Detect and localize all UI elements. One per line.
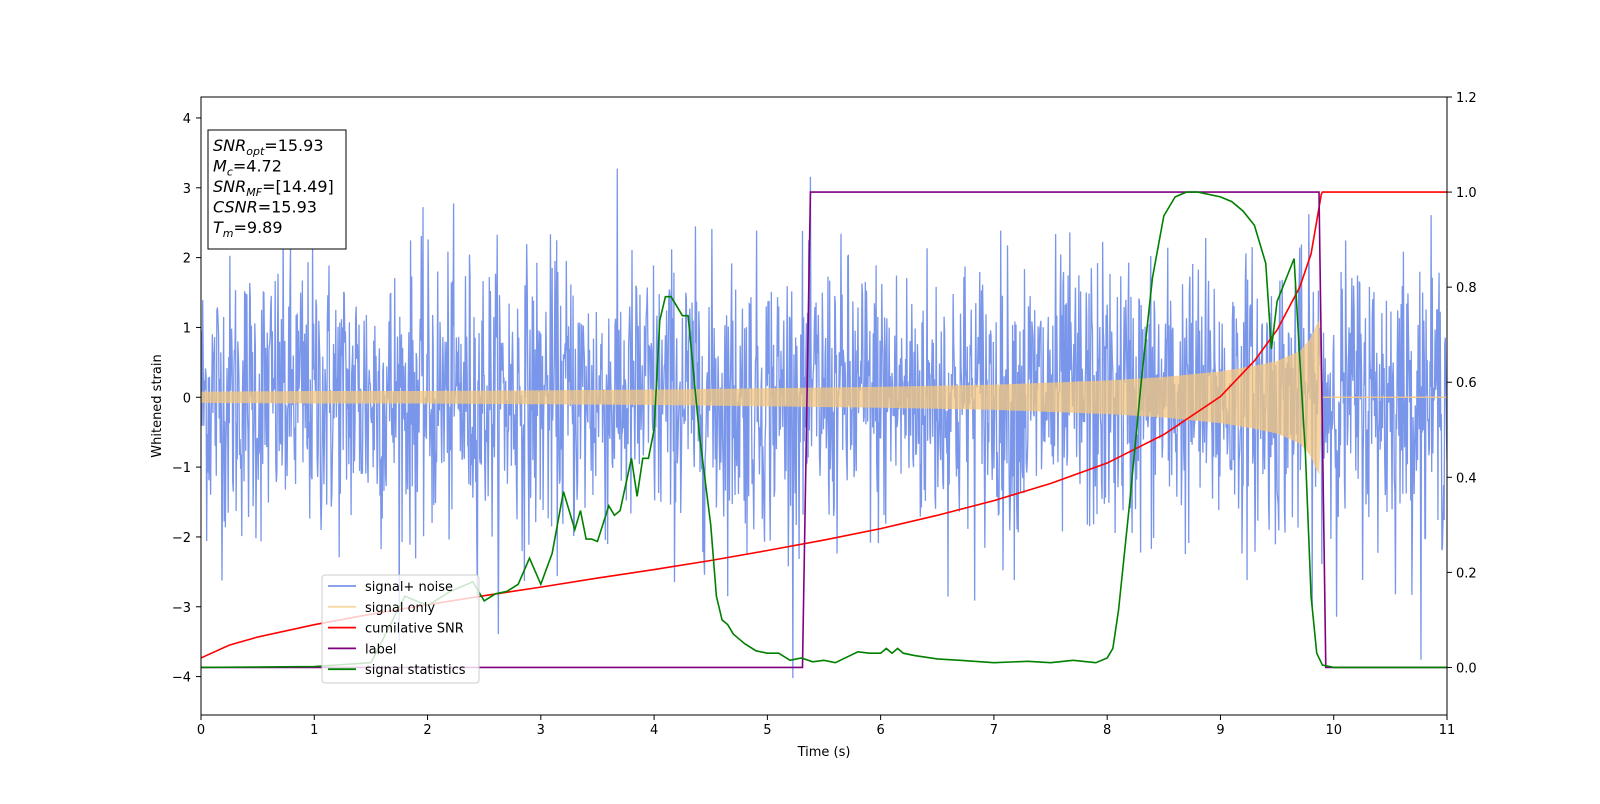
legend: signal+ noise signal only cumilative SNR la… [321, 574, 480, 684]
y-left-tick-label: 0 [183, 391, 191, 406]
y-left-tick-label: 3 [183, 182, 191, 197]
x-tick-label: 7 [990, 723, 998, 738]
x-tick-label: 5 [763, 723, 771, 738]
series-signal-noise [201, 168, 1447, 679]
y-right-tick-label: 1.2 [1456, 91, 1477, 106]
y-left-tick-label: 4 [183, 112, 191, 127]
y-left-tick-label: −2 [172, 531, 191, 546]
y-left-tick-label: −4 [172, 671, 191, 686]
x-tick-label: 0 [197, 723, 205, 738]
series-signal-statistics [201, 191, 1447, 669]
legend-frame [321, 574, 480, 684]
y-left-tick-label: −3 [172, 601, 191, 616]
legend-label: signal statistics [365, 663, 466, 678]
y-right-tick-label: 0.2 [1456, 566, 1477, 581]
annotation-line: SNRopt=15.93 [213, 136, 324, 158]
y-right-tick-label: 1.0 [1456, 186, 1477, 201]
x-tick-label: 9 [1216, 723, 1224, 738]
y-right-tick-label: 0.0 [1456, 661, 1477, 676]
annotation-box: SNRopt=15.93Mc=4.72SNRMF=[14.49]CSNR=15.… [207, 129, 347, 250]
x-tick-label: 11 [1439, 723, 1456, 738]
legend-label: signal+ noise [365, 580, 453, 595]
y-axis-label: Whitened strain [150, 354, 165, 457]
x-tick-label: 2 [423, 723, 431, 738]
plot-frame [200, 96, 1448, 716]
y-right-tick-label: 0.4 [1456, 471, 1477, 486]
y-left-tick-label: −1 [172, 461, 191, 476]
annotation-line: Tm=9.89 [213, 218, 283, 240]
x-tick-label: 6 [876, 723, 884, 738]
legend-label: signal only [365, 601, 435, 616]
x-tick-label: 3 [537, 723, 545, 738]
y-left-tick-label: 2 [183, 252, 191, 267]
y-right-tick-label: 0.6 [1456, 376, 1477, 391]
annotation-frame [207, 129, 347, 250]
x-tick-label: 1 [310, 723, 318, 738]
annotation-line: SNRMF=[14.49] [213, 177, 334, 199]
x-tick-label: 4 [650, 723, 658, 738]
axes: 0 1 2 3 4 5 6 7 8 9 10 11 −4 −3 −2 −1 0 1 2 3 4 0.0 0.2 0.4 0.6 0… [172, 91, 1477, 738]
legend-label: cumilative SNR [365, 622, 464, 637]
y-left-tick-label: 1 [183, 321, 191, 336]
annotation-line: CSNR=15.93 [213, 198, 317, 217]
legend-label: label [365, 642, 396, 657]
x-axis-label: Time (s) [797, 745, 851, 760]
x-tick-label: 8 [1103, 723, 1111, 738]
series-signal-only [201, 320, 1447, 475]
y-right-tick-label: 0.8 [1456, 281, 1477, 296]
annotation-line: Mc=4.72 [213, 157, 282, 179]
x-tick-label: 10 [1325, 723, 1342, 738]
